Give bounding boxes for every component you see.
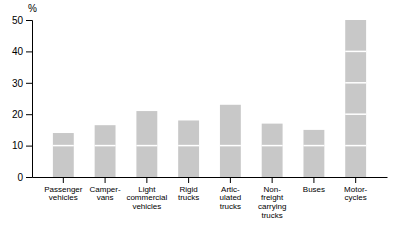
y-tick-label: 20 bbox=[12, 109, 24, 120]
x-tick-label: Lightcommercialvehicles bbox=[126, 185, 167, 212]
x-tick: Buses bbox=[303, 177, 325, 194]
x-tick-label-line: vans bbox=[97, 193, 114, 202]
x-tick: Lightcommercialvehicles bbox=[126, 177, 167, 211]
x-tick-mark bbox=[355, 177, 356, 183]
x-tick-label-line: trucks bbox=[261, 211, 282, 220]
bar bbox=[178, 146, 199, 177]
y-tick: 50 bbox=[12, 15, 32, 26]
separator bbox=[220, 145, 241, 147]
x-axis: PassengervehiclesCamper-vansLightcommerc… bbox=[33, 177, 388, 220]
separator bbox=[262, 145, 283, 147]
separator bbox=[345, 82, 366, 84]
x-tick: Rigidtrucks bbox=[178, 177, 199, 202]
y-tick-label: 10 bbox=[12, 140, 24, 151]
x-tick-label-line: trucks bbox=[178, 193, 199, 202]
separator bbox=[345, 145, 366, 147]
y-tick-label: 30 bbox=[12, 78, 24, 89]
x-tick-label: Non-freightcarryingtrucks bbox=[258, 185, 286, 220]
plot: 01020304050PassengervehiclesCamper-vansL… bbox=[12, 3, 388, 220]
x-tick-label: Passengervehicles bbox=[44, 185, 83, 203]
bar bbox=[220, 146, 241, 177]
separator bbox=[345, 113, 366, 115]
x-tick-label: Artic-ulatedtrucks bbox=[219, 185, 241, 212]
x-tick-label-line: commercial bbox=[126, 193, 167, 202]
bar bbox=[95, 146, 116, 177]
x-tick-label-line: Passenger bbox=[44, 185, 83, 194]
bar bbox=[345, 146, 366, 177]
bar bbox=[53, 146, 74, 177]
x-tick-label-line: Camper- bbox=[90, 185, 121, 194]
x-tick-label-line: Buses bbox=[303, 185, 325, 194]
x-tick-label-line: trucks bbox=[220, 202, 241, 211]
y-tick-mark bbox=[26, 177, 32, 178]
bar bbox=[262, 124, 283, 146]
separator bbox=[53, 145, 74, 147]
x-tick-label: Rigidtrucks bbox=[178, 185, 199, 203]
x-tick-label-line: Motor- bbox=[344, 185, 367, 194]
bar bbox=[345, 20, 366, 146]
x-tick: Passengervehicles bbox=[44, 177, 83, 202]
y-axis: 0 10 20 30 40 50 bbox=[12, 15, 33, 183]
y-tick-mark bbox=[26, 146, 32, 147]
x-tick-label-line: vehicles bbox=[132, 202, 161, 211]
x-tick-mark bbox=[313, 177, 314, 183]
bar bbox=[220, 105, 241, 146]
y-tick: 30 bbox=[12, 78, 32, 89]
separator bbox=[136, 145, 157, 147]
bar bbox=[303, 146, 324, 177]
bar bbox=[53, 133, 74, 146]
y-tick-label: 50 bbox=[12, 15, 24, 26]
x-tick: Motor-cycles bbox=[344, 177, 367, 202]
x-tick-mark bbox=[63, 177, 64, 183]
series bbox=[53, 146, 366, 177]
bar bbox=[95, 125, 116, 145]
x-tick-label: Motor-cycles bbox=[344, 185, 367, 203]
y-tick-mark bbox=[26, 83, 32, 84]
bar bbox=[178, 120, 199, 145]
y-axis-line bbox=[26, 21, 33, 178]
x-tick-label-line: Artic- bbox=[221, 185, 240, 194]
separators bbox=[53, 51, 366, 145]
series bbox=[53, 20, 366, 146]
bar bbox=[303, 130, 324, 146]
x-tick-mark bbox=[105, 177, 106, 183]
separator bbox=[95, 145, 116, 147]
x-tick-label-line: carrying bbox=[258, 202, 286, 211]
x-tick-mark bbox=[230, 177, 231, 183]
x-tick-label-line: Rigid bbox=[180, 185, 198, 194]
y-tick: 0 bbox=[17, 172, 32, 183]
x-tick-label-line: ulated bbox=[219, 193, 241, 202]
y-tick: 10 bbox=[12, 140, 32, 151]
separator bbox=[345, 51, 366, 53]
chart: 01020304050PassengervehiclesCamper-vansL… bbox=[0, 0, 397, 227]
y-tick-mark bbox=[26, 51, 32, 52]
bars bbox=[53, 20, 366, 177]
x-tick-mark bbox=[146, 177, 147, 183]
bar bbox=[136, 111, 157, 146]
x-tick-label-line: cycles bbox=[345, 193, 367, 202]
x-tick-label: Buses bbox=[303, 185, 325, 194]
x-tick: Non-freightcarryingtrucks bbox=[258, 177, 286, 220]
x-tick-label-line: freight bbox=[261, 193, 284, 202]
x-tick-label-line: Non- bbox=[263, 185, 281, 194]
y-tick-label: 40 bbox=[12, 46, 24, 57]
y-tick-label: 0 bbox=[17, 172, 23, 183]
y-axis-label: % bbox=[28, 3, 37, 14]
x-tick-label: Camper-vans bbox=[90, 185, 121, 203]
x-tick: Artic-ulatedtrucks bbox=[219, 177, 241, 211]
y-tick-mark bbox=[26, 114, 32, 115]
x-tick-mark bbox=[272, 177, 273, 183]
separator bbox=[303, 145, 324, 147]
y-tick-mark bbox=[26, 20, 32, 21]
x-tick: Camper-vans bbox=[90, 177, 121, 202]
separator bbox=[178, 145, 199, 147]
x-tick-mark bbox=[188, 177, 189, 183]
bar bbox=[136, 146, 157, 177]
bar bbox=[262, 146, 283, 177]
y-tick: 40 bbox=[12, 46, 32, 57]
y-tick: 20 bbox=[12, 109, 32, 120]
x-axis-line bbox=[33, 177, 388, 178]
x-tick-label-line: Light bbox=[138, 185, 156, 194]
x-tick-label-line: vehicles bbox=[49, 193, 78, 202]
